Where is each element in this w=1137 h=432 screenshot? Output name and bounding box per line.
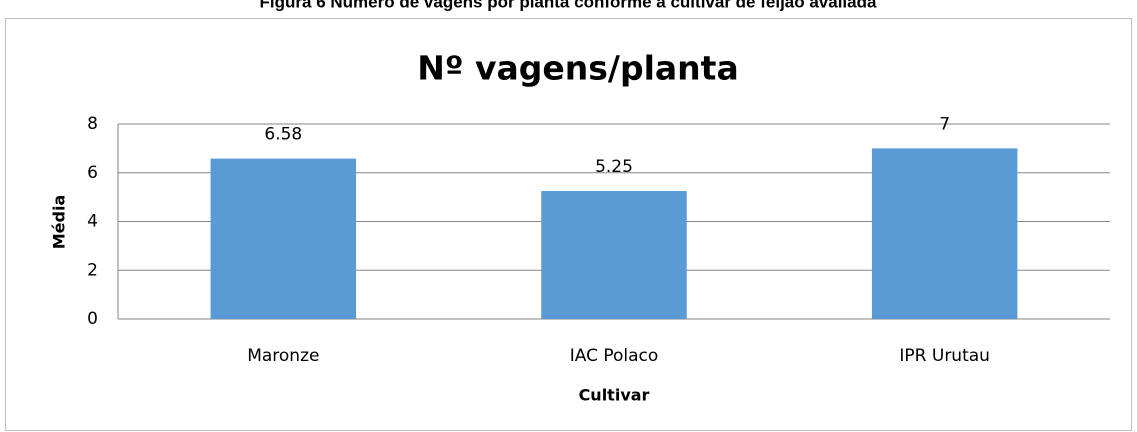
y-tick-label: 2 [87,260,98,280]
y-tick-label: 4 [87,212,98,232]
data-label: 6.58 [264,125,302,145]
data-label: 5.25 [595,157,633,177]
y-axis-label: Média [50,195,69,250]
x-tick-label: Maronze [247,346,319,366]
x-tick-label: IPR Urutau [899,346,990,366]
data-label: 7 [939,114,950,134]
x-tick-label: IAC Polaco [570,346,659,366]
x-axis-label: Cultivar [579,386,650,405]
y-tick-label: 0 [87,309,98,329]
chart-title: Nº vagens/planta [417,49,738,88]
bar [210,158,357,319]
bar [871,148,1018,319]
bar [541,191,687,319]
y-tick-label: 8 [87,114,98,134]
y-tick-label: 6 [87,163,98,183]
figure-caption: Figura 6 Número de vagens por planta con… [260,0,877,11]
